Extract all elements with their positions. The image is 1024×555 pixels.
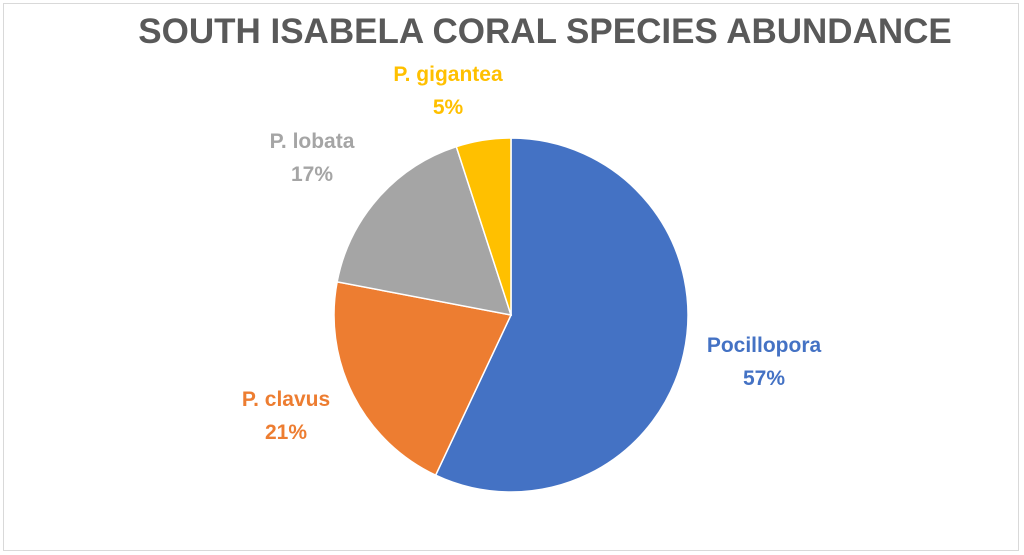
slice-label-name-pocillopora: Pocillopora: [707, 334, 822, 357]
pie-slice-p-gigantea: [455, 137, 512, 316]
slice-label-value-pocillopora: 57%: [743, 367, 785, 390]
slice-label-name-p-lobata: P. lobata: [270, 130, 355, 153]
chart-title: SOUTH ISABELA CORAL SPECIES ABUNDANCE: [138, 12, 952, 51]
slice-label-value-p-gigantea: 5%: [433, 96, 464, 119]
slice-label-name-p-gigantea: P. gigantea: [393, 63, 503, 86]
slice-label-value-p-lobata: 17%: [291, 163, 333, 186]
slice-label-value-p-clavus: 21%: [265, 421, 307, 444]
slice-label-name-p-clavus: P. clavus: [242, 388, 330, 411]
pie-slice-p-clavus: [333, 280, 513, 477]
pie-slice-p-lobata: [336, 145, 513, 316]
pie-slice-pocillopora: [434, 137, 689, 493]
